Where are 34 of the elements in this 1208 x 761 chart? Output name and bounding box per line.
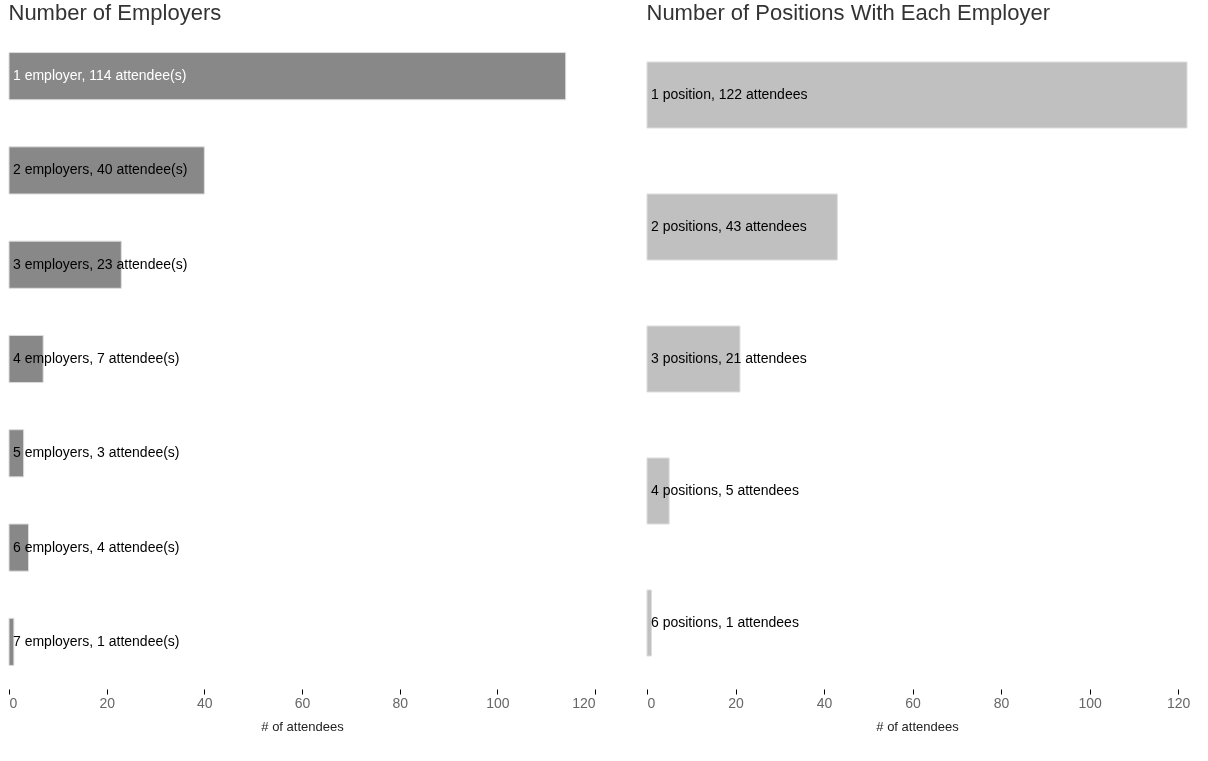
- bar: [646, 61, 1188, 129]
- chart-title: Number of Employers: [8, 0, 222, 25]
- x-tick-label: 0: [9, 694, 18, 711]
- x-tick-label: 120: [572, 694, 596, 711]
- data-label: 3 employers, 23 attendee(s): [13, 255, 188, 272]
- x-tick-label: 100: [486, 694, 510, 711]
- data-label: 5 employers, 3 attendee(s): [13, 444, 180, 461]
- data-label: 2 employers, 40 attendee(s): [13, 161, 188, 178]
- x-axis-title: # of attendees: [876, 718, 960, 734]
- data-label: 1 employer, 114 attendee(s): [13, 67, 187, 84]
- x-tick-label: 0: [647, 694, 656, 711]
- x-tick-label: 20: [728, 694, 745, 711]
- data-label: 3 positions, 21 attendees: [651, 350, 807, 366]
- data-label: 4 employers, 7 attendee(s): [13, 350, 180, 366]
- x-tick-label: 40: [197, 694, 213, 711]
- x-tick-label: 100: [1078, 694, 1103, 711]
- x-tick-label: 60: [294, 694, 311, 711]
- x-tick-label: 120: [1166, 694, 1191, 711]
- x-tick-label: 60: [905, 694, 922, 711]
- data-label: 4 positions, 5 attendees: [651, 482, 799, 498]
- x-tick-label: 80: [392, 694, 409, 711]
- data-label: 2 positions, 43 attendees: [651, 218, 807, 234]
- x-tick-label: 20: [99, 694, 116, 711]
- chart-title: Number of Positions With Each Employer: [646, 0, 1050, 25]
- data-label: 6 positions, 1 attendees: [651, 614, 799, 630]
- bar: [646, 193, 838, 261]
- x-tick-label: 80: [993, 694, 1010, 711]
- bar: [646, 325, 741, 393]
- data-label: 7 employers, 1 attendee(s): [13, 632, 180, 649]
- x-axis-title: # of attendees: [261, 718, 345, 734]
- bar: [646, 589, 652, 657]
- data-label: 1 position, 122 attendees: [651, 86, 808, 102]
- data-label: 6 employers, 4 attendee(s): [13, 538, 180, 555]
- x-tick-label: 40: [816, 694, 833, 711]
